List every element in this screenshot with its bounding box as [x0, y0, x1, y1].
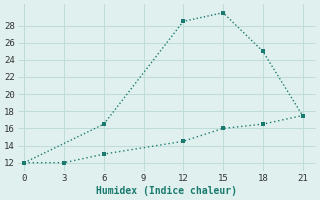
- X-axis label: Humidex (Indice chaleur): Humidex (Indice chaleur): [96, 186, 237, 196]
